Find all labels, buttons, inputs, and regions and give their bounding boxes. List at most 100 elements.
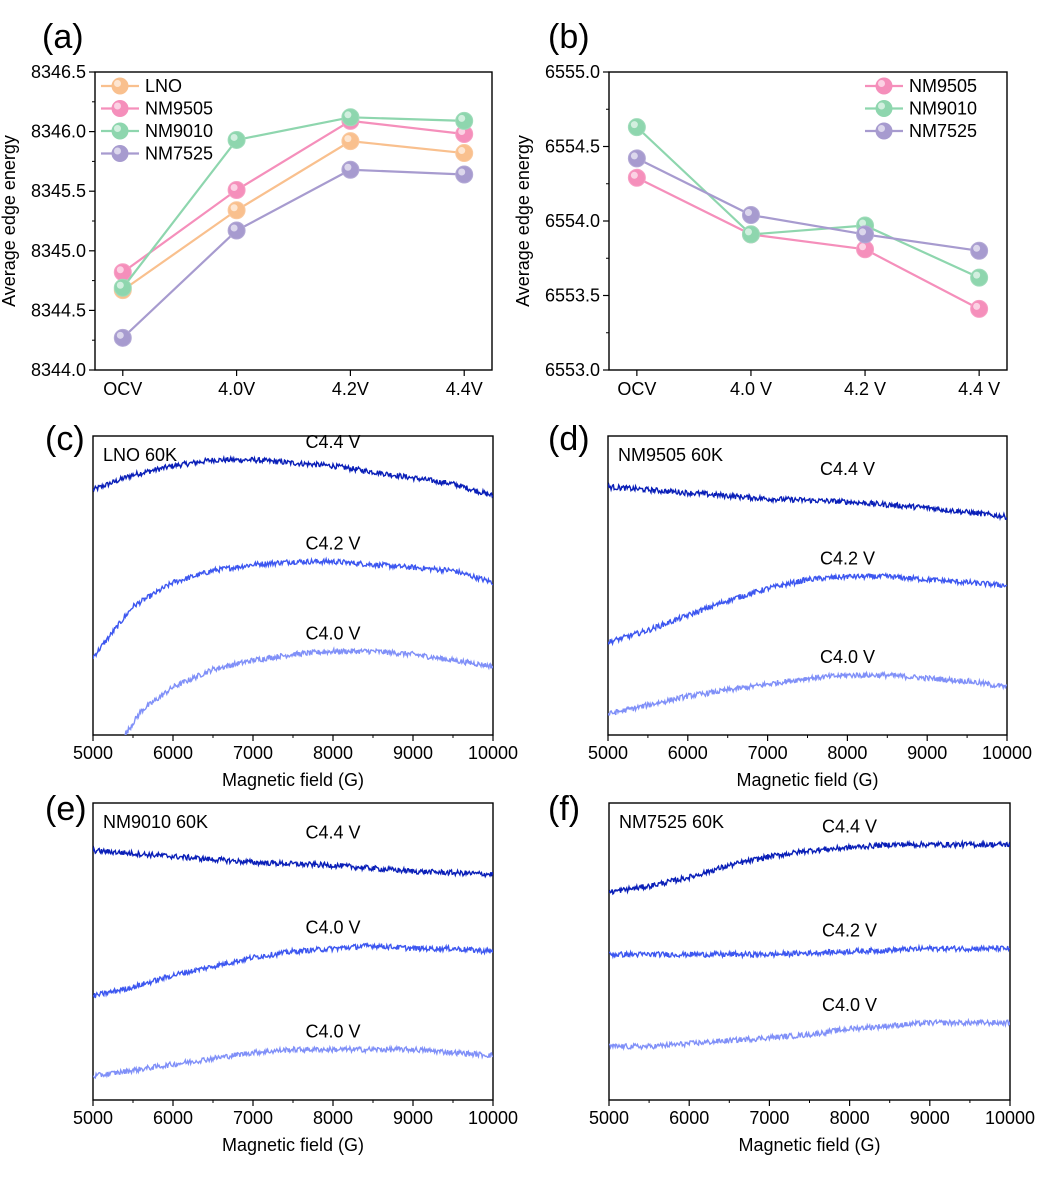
y-axis-label: Average edge energy bbox=[513, 135, 533, 307]
sample-label: NM9010 60K bbox=[103, 812, 208, 832]
legend-marker bbox=[111, 122, 129, 140]
x-tick-label: 7000 bbox=[233, 1108, 273, 1128]
legend-entry: NM7525 bbox=[909, 121, 977, 141]
data-point-highlight bbox=[230, 224, 238, 232]
series-line-NM9505 bbox=[122, 119, 465, 274]
sample-label: NM9505 60K bbox=[618, 445, 723, 465]
trace-label: C4.4 V bbox=[820, 459, 875, 479]
y-tick-label: 8344.5 bbox=[31, 300, 86, 320]
data-point bbox=[227, 201, 246, 220]
data-point bbox=[627, 118, 646, 137]
chart-panel-0: (a) 8344.0 8344.5 8345.0 8345.5 8346.0 8346.5 O… bbox=[0, 18, 493, 399]
series-line-LNO bbox=[122, 140, 465, 292]
data-point-highlight bbox=[458, 147, 466, 155]
sample-label: NM7525 60K bbox=[619, 812, 724, 832]
data-point bbox=[741, 206, 760, 225]
legend-entry: NM9010 bbox=[909, 99, 977, 119]
data-point bbox=[113, 328, 132, 347]
data-point-highlight bbox=[859, 228, 867, 236]
legend-marker-highlight bbox=[114, 80, 121, 87]
data-point-highlight bbox=[744, 209, 752, 217]
data-point-highlight bbox=[630, 121, 638, 129]
x-tick-label: 8000 bbox=[313, 743, 353, 763]
data-point-highlight bbox=[859, 219, 867, 227]
epr-trace bbox=[93, 845, 493, 879]
series-line-NM9010 bbox=[636, 126, 980, 279]
x-tick-label: 10000 bbox=[468, 743, 518, 763]
y-tick-label: 6553.5 bbox=[545, 286, 600, 306]
x-tick-label: 4.2 V bbox=[844, 379, 886, 399]
x-tick-label: 4.0V bbox=[218, 379, 255, 399]
x-tick-label: 9000 bbox=[907, 743, 947, 763]
x-tick-label: 7000 bbox=[749, 1108, 789, 1128]
data-point-highlight bbox=[458, 114, 466, 122]
legend-entry: LNO bbox=[145, 76, 182, 96]
x-tick-label: 8000 bbox=[830, 1108, 870, 1128]
legend-marker bbox=[875, 122, 893, 140]
data-point-highlight bbox=[116, 331, 124, 339]
data-point bbox=[341, 160, 360, 179]
trace-label: C4.0 V bbox=[305, 1022, 360, 1042]
epr-trace bbox=[609, 1017, 1010, 1051]
data-point bbox=[741, 225, 760, 244]
data-point-highlight bbox=[230, 204, 238, 212]
y-axis-label: Average edge energy bbox=[0, 135, 19, 307]
data-point-highlight bbox=[344, 163, 352, 171]
epr-trace bbox=[608, 482, 1007, 522]
epr-trace bbox=[93, 942, 493, 999]
data-point bbox=[970, 241, 989, 260]
chart-panel-5: (f) 5000 6000 7000 8000 9000 10000 Magnetic fie… bbox=[548, 790, 1035, 1155]
data-point bbox=[455, 165, 474, 184]
data-point bbox=[627, 149, 646, 168]
series-line-NM9010 bbox=[121, 116, 465, 289]
x-tick-label: 7000 bbox=[233, 743, 273, 763]
panel-label: (d) bbox=[548, 420, 590, 458]
data-point-highlight bbox=[630, 152, 638, 160]
x-tick-label: 9000 bbox=[910, 1108, 950, 1128]
epr-trace bbox=[93, 556, 493, 660]
data-point-highlight bbox=[973, 302, 981, 310]
y-tick-label: 6554.5 bbox=[545, 137, 600, 157]
series-line-NM7525 bbox=[122, 168, 465, 339]
y-tick-label: 6554.0 bbox=[545, 211, 600, 231]
chart-panel-1: (b) 6553.0 6553.5 6554.0 6554.5 6555.0 OCV 4.0 … bbox=[513, 18, 1008, 399]
x-tick-label: 10000 bbox=[985, 1108, 1035, 1128]
x-tick-label: 4.4 V bbox=[958, 379, 1000, 399]
y-tick-label: 6555.0 bbox=[545, 62, 600, 82]
panel-label: (e) bbox=[45, 790, 87, 828]
legend-entry: NM7525 bbox=[145, 144, 213, 164]
data-point-highlight bbox=[458, 168, 466, 176]
x-tick-label: 6000 bbox=[668, 743, 708, 763]
data-point bbox=[341, 132, 360, 151]
data-point bbox=[227, 181, 246, 200]
sample-label: LNO 60K bbox=[103, 445, 177, 465]
panel-label: (f) bbox=[548, 790, 580, 828]
x-tick-label: 6000 bbox=[153, 743, 193, 763]
epr-trace bbox=[124, 646, 493, 735]
trace-label: C4.2 V bbox=[820, 549, 875, 569]
data-point bbox=[455, 111, 474, 130]
epr-trace bbox=[608, 571, 1007, 647]
data-point bbox=[627, 168, 646, 187]
traces bbox=[93, 845, 493, 1079]
data-point bbox=[113, 278, 132, 297]
traces bbox=[608, 482, 1007, 716]
trace-label: C4.4 V bbox=[305, 432, 360, 452]
x-axis-label: Magnetic field (G) bbox=[222, 770, 364, 790]
panel-label: (b) bbox=[548, 18, 590, 56]
data-point bbox=[113, 263, 132, 282]
data-point-highlight bbox=[230, 133, 238, 141]
data-point-highlight bbox=[230, 184, 238, 192]
data-point bbox=[970, 268, 989, 287]
y-tick-label: 8346.0 bbox=[31, 122, 86, 142]
legend-entry: NM9505 bbox=[145, 99, 213, 119]
legend-marker-highlight bbox=[878, 125, 885, 132]
x-tick-label: 10000 bbox=[982, 743, 1032, 763]
x-tick-label: 4.0 V bbox=[730, 379, 772, 399]
data-point-highlight bbox=[344, 135, 352, 143]
trace-label: C4.0 V bbox=[305, 918, 360, 938]
panel-label: (a) bbox=[42, 18, 84, 56]
data-point bbox=[227, 130, 246, 149]
traces bbox=[609, 839, 1010, 1051]
